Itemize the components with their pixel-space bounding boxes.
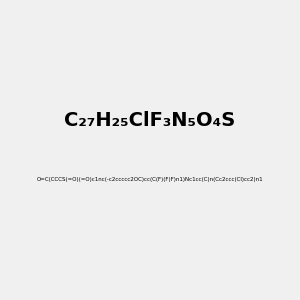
Text: O=C(CCCS(=O)(=O)c1nc(-c2ccccc2OC)cc(C(F)(F)F)n1)Nc1cc(C)n(Cc2ccc(Cl)cc2)n1: O=C(CCCS(=O)(=O)c1nc(-c2ccccc2OC)cc(C(F)… [37, 178, 263, 182]
Text: C₂₇H₂₅ClF₃N₅O₄S: C₂₇H₂₅ClF₃N₅O₄S [64, 110, 236, 130]
